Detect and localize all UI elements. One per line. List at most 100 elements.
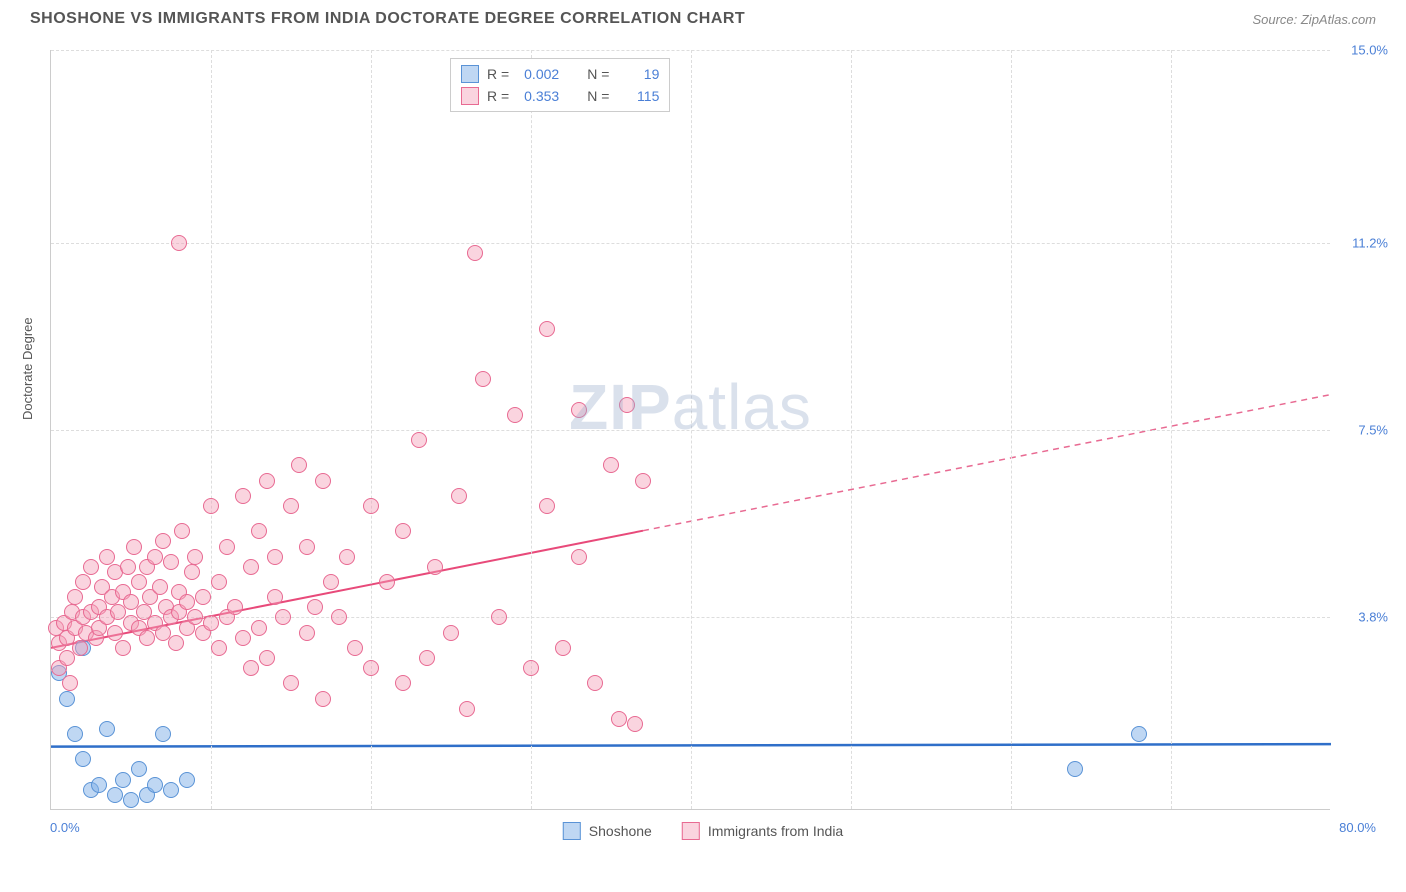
legend-r-value: 0.353 xyxy=(517,88,559,104)
scatter-point-shoshone xyxy=(107,787,123,803)
scatter-point-india xyxy=(411,432,427,448)
legend-series: Shoshone Immigrants from India xyxy=(563,822,843,840)
scatter-point-shoshone xyxy=(123,792,139,808)
scatter-point-shoshone xyxy=(163,782,179,798)
gridline xyxy=(1171,50,1172,809)
scatter-point-india xyxy=(187,609,203,625)
legend-stat-row-shoshone: R = 0.002N = 19 xyxy=(461,63,659,85)
scatter-point-india xyxy=(267,549,283,565)
scatter-point-india xyxy=(115,640,131,656)
legend-swatch-icon xyxy=(461,87,479,105)
scatter-point-india xyxy=(139,630,155,646)
scatter-point-india xyxy=(299,539,315,555)
scatter-point-india xyxy=(587,675,603,691)
scatter-point-india xyxy=(131,574,147,590)
scatter-point-india xyxy=(155,533,171,549)
source-label: Source: ZipAtlas.com xyxy=(1252,12,1376,27)
scatter-point-india xyxy=(83,559,99,575)
gridline xyxy=(1011,50,1012,809)
gridline xyxy=(531,50,532,809)
scatter-point-india xyxy=(347,640,363,656)
scatter-point-india xyxy=(75,574,91,590)
scatter-point-india xyxy=(99,549,115,565)
scatter-point-india xyxy=(339,549,355,565)
legend-n-label: N = xyxy=(587,66,609,82)
scatter-point-india xyxy=(283,498,299,514)
y-tick-label: 7.5% xyxy=(1358,423,1388,438)
scatter-point-india xyxy=(267,589,283,605)
scatter-point-india xyxy=(251,523,267,539)
y-tick-label: 15.0% xyxy=(1351,43,1388,58)
y-tick-label: 11.2% xyxy=(1352,235,1388,250)
scatter-point-shoshone xyxy=(91,777,107,793)
x-axis-min-label: 0.0% xyxy=(50,820,80,835)
scatter-point-india xyxy=(539,498,555,514)
scatter-point-india xyxy=(211,574,227,590)
scatter-point-india xyxy=(299,625,315,641)
scatter-point-india xyxy=(323,574,339,590)
scatter-point-india xyxy=(72,640,88,656)
scatter-point-india xyxy=(379,574,395,590)
scatter-point-india xyxy=(283,675,299,691)
scatter-point-india xyxy=(419,650,435,666)
legend-swatch-icon xyxy=(682,822,700,840)
scatter-point-india xyxy=(395,523,411,539)
legend-r-label: R = xyxy=(487,66,509,82)
chart-plot-area: ZIPatlas 3.8%7.5%11.2%15.0% xyxy=(50,50,1330,810)
scatter-point-india xyxy=(363,660,379,676)
scatter-point-india xyxy=(427,559,443,575)
scatter-point-india xyxy=(443,625,459,641)
scatter-point-india xyxy=(174,523,190,539)
scatter-point-india xyxy=(603,457,619,473)
scatter-point-india xyxy=(179,594,195,610)
legend-n-value: 19 xyxy=(617,66,659,82)
scatter-point-india xyxy=(635,473,651,489)
scatter-point-india xyxy=(315,691,331,707)
scatter-point-india xyxy=(168,635,184,651)
scatter-point-shoshone xyxy=(75,751,91,767)
legend-stat-row-india: R = 0.353N = 115 xyxy=(461,85,659,107)
legend-r-label: R = xyxy=(487,88,509,104)
scatter-point-india xyxy=(67,589,83,605)
scatter-point-india xyxy=(539,321,555,337)
gridline xyxy=(691,50,692,809)
scatter-point-india xyxy=(315,473,331,489)
scatter-point-shoshone xyxy=(99,721,115,737)
legend-item-shoshone: Shoshone xyxy=(563,822,652,840)
scatter-point-shoshone xyxy=(179,772,195,788)
scatter-point-india xyxy=(195,589,211,605)
scatter-point-india xyxy=(251,620,267,636)
y-tick-label: 3.8% xyxy=(1358,610,1388,625)
scatter-point-india xyxy=(467,245,483,261)
scatter-point-shoshone xyxy=(115,772,131,788)
legend-item-label: Immigrants from India xyxy=(708,823,843,839)
scatter-point-india xyxy=(291,457,307,473)
scatter-point-india xyxy=(523,660,539,676)
scatter-point-india xyxy=(235,488,251,504)
gridline xyxy=(371,50,372,809)
scatter-point-india xyxy=(571,549,587,565)
gridline xyxy=(851,50,852,809)
legend-swatch-icon xyxy=(461,65,479,83)
scatter-point-shoshone xyxy=(67,726,83,742)
scatter-point-india xyxy=(120,559,136,575)
scatter-point-shoshone xyxy=(147,777,163,793)
scatter-point-india xyxy=(307,599,323,615)
scatter-point-india xyxy=(611,711,627,727)
scatter-point-india xyxy=(152,579,168,595)
scatter-point-shoshone xyxy=(1131,726,1147,742)
scatter-point-india xyxy=(475,371,491,387)
legend-item-label: Shoshone xyxy=(589,823,652,839)
legend-n-value: 115 xyxy=(617,88,659,104)
scatter-point-shoshone xyxy=(131,761,147,777)
scatter-point-india xyxy=(203,615,219,631)
scatter-point-india xyxy=(211,640,227,656)
scatter-point-india xyxy=(184,564,200,580)
scatter-point-india xyxy=(235,630,251,646)
scatter-point-india xyxy=(275,609,291,625)
y-axis-label: Doctorate Degree xyxy=(20,317,35,420)
scatter-point-india xyxy=(459,701,475,717)
scatter-point-india xyxy=(227,599,243,615)
scatter-point-india xyxy=(363,498,379,514)
scatter-point-india xyxy=(219,539,235,555)
